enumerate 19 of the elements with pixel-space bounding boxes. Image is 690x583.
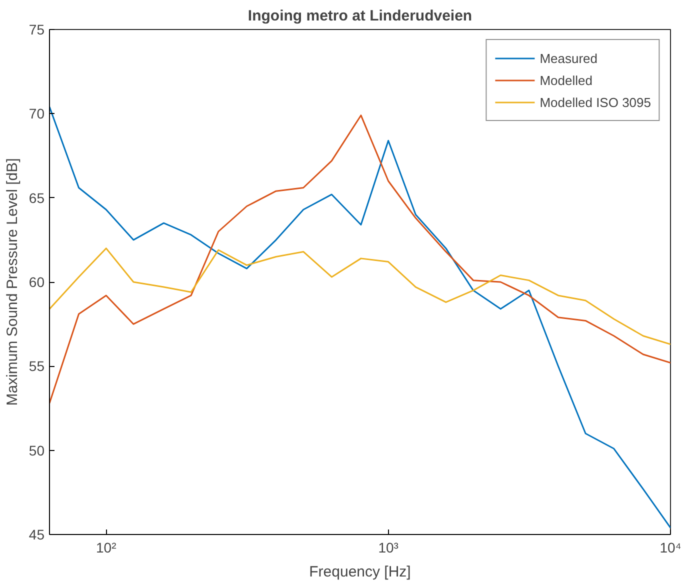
chart-title: Ingoing metro at Linderudveien — [248, 8, 472, 24]
y-tick-label: 65 — [28, 190, 45, 206]
x-axis-title: Frequency [Hz] — [309, 564, 411, 580]
y-tick-label: 45 — [28, 526, 45, 542]
line-series — [50, 106, 670, 529]
line-series — [50, 114, 670, 404]
y-tick-label: 60 — [28, 274, 45, 290]
x-tick-label: 10² — [96, 540, 117, 556]
y-tick-label: 50 — [28, 442, 45, 458]
x-tick-label: 10⁴ — [660, 540, 682, 556]
legend-label: Modelled — [540, 72, 592, 88]
legend-label: Measured — [540, 50, 598, 66]
y-tick-label: 75 — [28, 22, 45, 38]
y-tick-label: 70 — [28, 106, 45, 122]
legend-label: Modelled ISO 3095 — [540, 94, 651, 110]
x-tick-label: 10³ — [378, 540, 399, 556]
y-tick-label: 55 — [28, 358, 45, 374]
line-series — [50, 248, 670, 346]
y-axis-title: Maximum Sound Pressure Level [dB] — [4, 158, 21, 406]
